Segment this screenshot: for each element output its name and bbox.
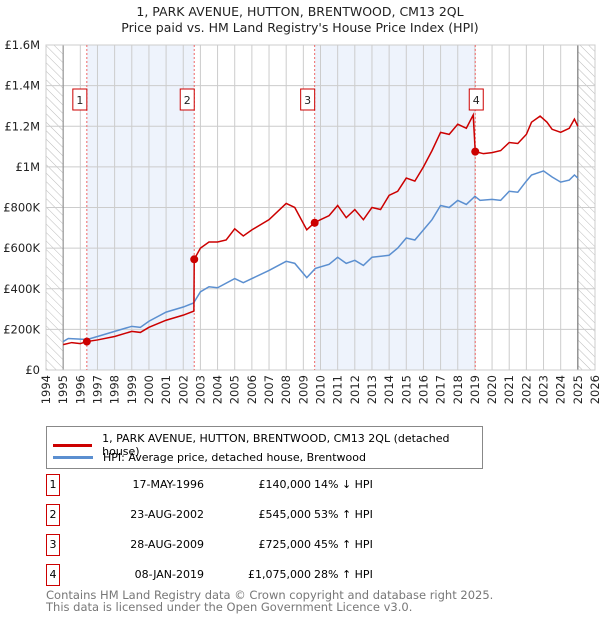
x-tick-label: 2016	[416, 375, 430, 404]
sale-row: 3 28-AUG-2009 £725,000 45% ↑ HPI	[46, 534, 446, 556]
x-tick-label: 1998	[108, 375, 122, 404]
x-tick-label: 2014	[382, 375, 396, 404]
legend: 1, PARK AVENUE, HUTTON, BRENTWOOD, CM13 …	[46, 426, 483, 469]
sale-number: 1	[76, 94, 83, 107]
x-tick-label: 2012	[348, 375, 362, 404]
sale-point	[310, 218, 319, 227]
x-tick-label: 2021	[502, 375, 516, 404]
x-tick-label: 2008	[279, 375, 293, 404]
sale-price: £725,000	[258, 538, 312, 551]
sale-hpi-diff: 53% ↑ HPI	[314, 508, 373, 521]
legend-swatch-property	[53, 443, 93, 447]
sale-number-box	[72, 88, 88, 111]
sale-row: 1 17-MAY-1996 £140,000 14% ↓ HPI	[46, 474, 446, 496]
sale-number-box	[300, 88, 316, 111]
x-tick-label: 2022	[519, 375, 533, 404]
x-tick-label: 2001	[159, 375, 173, 404]
x-tick-label: 2009	[296, 375, 310, 404]
y-tick-label: £1.2M	[4, 119, 40, 133]
sale-date: 17-MAY-1996	[132, 478, 204, 491]
sale-price: £140,000	[258, 478, 312, 491]
sale-number: 2	[184, 94, 191, 107]
sale-point	[471, 147, 480, 156]
x-tick-label: 2002	[176, 375, 190, 404]
sale-price: £1,075,000	[248, 568, 311, 581]
x-tick-label: 2019	[468, 375, 482, 404]
x-tick-label: 2025	[571, 375, 585, 404]
x-tick-label: 2000	[142, 375, 156, 404]
x-tick-label: 1995	[56, 375, 70, 404]
legend-label-property: 1, PARK AVENUE, HUTTON, BRENTWOOD, CM13 …	[102, 432, 450, 458]
x-tick-label: 2023	[537, 375, 551, 404]
y-tick-label: £1M	[15, 160, 40, 174]
sale-marker-label: 2	[46, 504, 60, 526]
sale-date: 23-AUG-2002	[130, 508, 204, 521]
footer-copyright: Contains HM Land Registry data © Crown c…	[46, 588, 494, 602]
sale-marker-label: 3	[46, 534, 60, 556]
y-tick-label: £1.6M	[4, 38, 40, 52]
x-tick-label: 1994	[39, 375, 53, 404]
sale-number-box	[468, 88, 484, 111]
sale-point	[190, 255, 199, 264]
x-tick-label: 2006	[245, 375, 259, 404]
sale-number-box	[179, 88, 195, 111]
plot-border	[45, 44, 596, 371]
sale-date: 08-JAN-2019	[134, 568, 204, 581]
x-tick-label: 2018	[451, 375, 465, 404]
y-tick-label: £400K	[3, 282, 40, 296]
sale-hpi-diff: 14% ↓ HPI	[314, 478, 373, 491]
x-tick-label: 2010	[314, 375, 328, 404]
sale-price: £545,000	[258, 508, 312, 521]
x-tick-label: 2004	[211, 375, 225, 404]
x-tick-label: 1996	[73, 375, 87, 404]
x-tick-label: 2013	[365, 375, 379, 404]
sale-number: 4	[473, 94, 480, 107]
sale-number: 3	[304, 94, 311, 107]
y-tick-label: £0	[25, 363, 40, 377]
x-tick-label: 2026	[588, 375, 600, 404]
y-tick-label: £1.4M	[4, 79, 40, 93]
legend-label-hpi: HPI: Average price, detached house, Bren…	[103, 451, 366, 464]
sale-point	[82, 337, 91, 346]
x-tick-label: 2005	[228, 375, 242, 404]
x-tick-label: 2020	[485, 375, 499, 404]
legend-item-hpi: HPI: Average price, detached house, Bren…	[53, 451, 366, 464]
x-tick-label: 2011	[331, 375, 345, 404]
x-tick-label: 2015	[399, 375, 413, 404]
sale-hpi-diff: 28% ↑ HPI	[314, 568, 373, 581]
sale-marker-label: 1	[46, 474, 60, 496]
y-tick-label: £800K	[3, 201, 40, 215]
chart-title: 1, PARK AVENUE, HUTTON, BRENTWOOD, CM13 …	[136, 4, 464, 19]
sale-marker-label: 4	[46, 564, 60, 586]
hpi-line	[62, 170, 579, 343]
x-tick-label: 2007	[262, 375, 276, 404]
x-tick-label: 2017	[434, 375, 448, 404]
x-tick-label: 2024	[554, 375, 568, 404]
sale-date: 28-AUG-2009	[130, 538, 204, 551]
y-tick-label: £600K	[3, 241, 40, 255]
y-tick-label: £200K	[3, 322, 40, 336]
sale-row: 2 23-AUG-2002 £545,000 53% ↑ HPI	[46, 504, 446, 526]
legend-item-property: 1, PARK AVENUE, HUTTON, BRENTWOOD, CM13 …	[53, 432, 482, 458]
property-price-line	[62, 112, 579, 346]
x-tick-label: 2003	[193, 375, 207, 404]
sale-hpi-diff: 45% ↑ HPI	[314, 538, 373, 551]
sale-row: 4 08-JAN-2019 £1,075,000 28% ↑ HPI	[46, 564, 446, 586]
price-chart: 1994 1995 1996 1997 1998 1999 2000 2001 2002 2003…	[3, 38, 600, 404]
chart-subtitle: Price paid vs. HM Land Registry's House …	[121, 20, 479, 35]
x-tick-label: 1999	[125, 375, 139, 404]
legend-swatch-hpi	[53, 456, 93, 459]
x-tick-label: 1997	[90, 375, 104, 404]
footer-licence: This data is licensed under the Open Gov…	[46, 600, 413, 614]
